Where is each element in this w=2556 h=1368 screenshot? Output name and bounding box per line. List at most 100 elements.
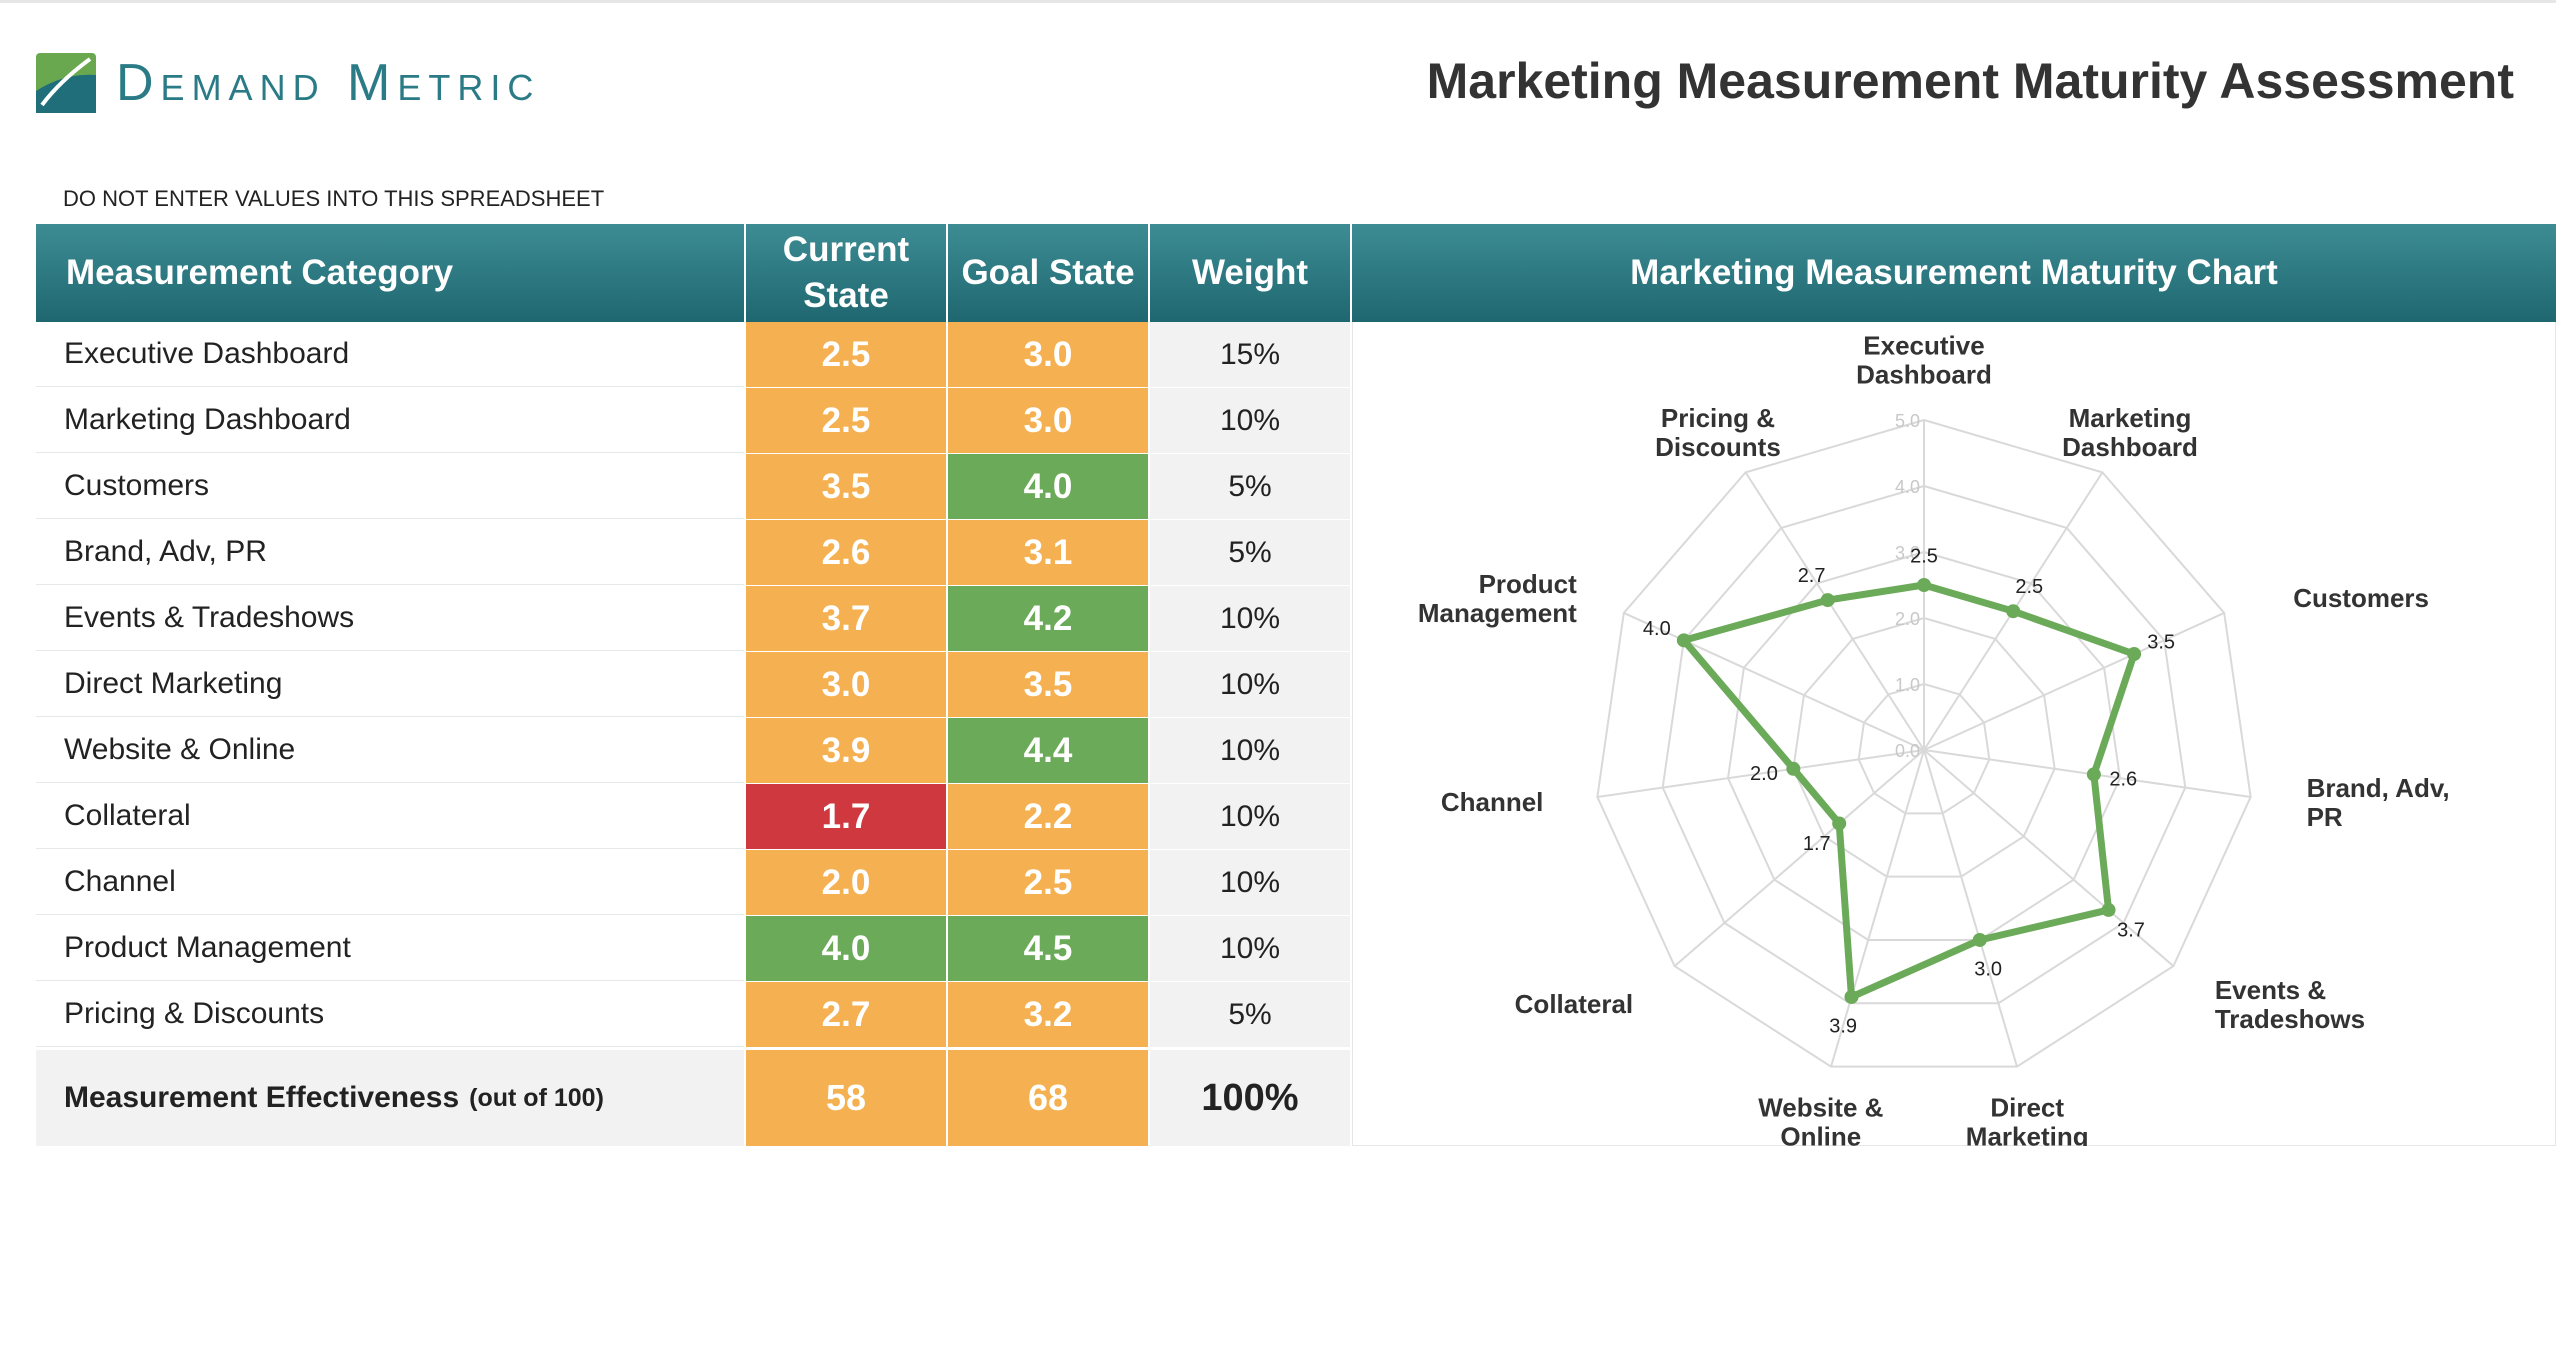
weight-value: 10% [1150, 388, 1350, 453]
data-value-label: 2.5 [2015, 576, 2043, 598]
data-point [2101, 902, 2116, 917]
goal-state-value: 3.0 [948, 322, 1148, 387]
top-border [0, 0, 2556, 3]
data-point [1832, 816, 1847, 831]
category-axis-label: Executive Dashboard [1856, 331, 1992, 390]
category-name: Executive Dashboard [36, 322, 744, 387]
table-row: Channel 2.0 2.5 10% [36, 850, 1352, 916]
current-state-value: 2.5 [746, 322, 946, 387]
goal-state-value: 3.2 [948, 982, 1148, 1047]
category-axis-label: Collateral [1515, 989, 1634, 1019]
axis-spoke [1830, 749, 1925, 1067]
data-point [2006, 604, 2021, 619]
current-state-value: 3.5 [746, 454, 946, 519]
category-name: Collateral [36, 784, 744, 849]
maturity-chart-panel: 0.0 1.0 2.0 3.0 4.0 5.0 Executive Dashboard Mark… [1352, 322, 2556, 1152]
grid-ring [1726, 550, 2122, 941]
goal-state-value: 3.1 [948, 520, 1148, 585]
table-row: Marketing Dashboard 2.5 3.0 10% [36, 388, 1352, 454]
header-divider [1148, 224, 1150, 322]
data-value-label: 4.0 [1643, 618, 1671, 640]
header-chart-title: Marketing Measurement Maturity Chart [1630, 253, 2278, 292]
weight-value: 10% [1150, 652, 1350, 717]
weight-value: 10% [1150, 586, 1350, 651]
total-weight: 100% [1150, 1050, 1350, 1146]
data-point [1972, 932, 1987, 947]
axis-spoke [1673, 749, 1925, 967]
category-axis-label: Direct Marketing [1966, 1092, 2089, 1146]
page-title: Marketing Measurement Maturity Assessmen… [1426, 53, 2514, 109]
axis-spoke [1597, 749, 1925, 798]
goal-state-value: 2.5 [948, 850, 1148, 915]
axis-spoke [1923, 749, 2175, 967]
weight-value: 10% [1150, 916, 1350, 981]
goal-state-value: 4.0 [948, 454, 1148, 519]
current-state-value: 3.7 [746, 586, 946, 651]
goal-state-value: 2.2 [948, 784, 1148, 849]
goal-state-value: 4.4 [948, 718, 1148, 783]
header-divider [744, 224, 746, 322]
current-state-value: 2.5 [746, 388, 946, 453]
grid-ring [1661, 484, 2187, 1005]
weight-value: 5% [1150, 520, 1350, 585]
category-name: Product Management [36, 916, 744, 981]
spreadsheet-notice: DO NOT ENTER VALUES INTO THIS SPREADSHEE… [63, 186, 605, 211]
radial-tick-label: 3.0 [1895, 543, 1920, 563]
category-name: Customers [36, 454, 744, 519]
category-axis-label: Marketing Dashboard [2062, 403, 2198, 462]
category-name: Direct Marketing [36, 652, 744, 717]
weight-value: 5% [1150, 982, 1350, 1047]
axis-spoke [1744, 471, 1925, 751]
grid-ring [1792, 616, 2056, 878]
category-name: Brand, Adv, PR [36, 520, 744, 585]
maturity-radar-chart: 0.0 1.0 2.0 3.0 4.0 5.0 Executive Dashboard Mark… [1418, 331, 2450, 1152]
data-point [1844, 989, 1859, 1004]
grid-ring [1857, 682, 1991, 815]
radial-tick-label: 5.0 [1895, 411, 1920, 431]
current-state-value: 3.0 [746, 652, 946, 717]
data-value-label: 3.0 [1974, 958, 2002, 980]
weight-value: 10% [1150, 784, 1350, 849]
logo: Demand Metric [34, 48, 540, 118]
table-row: Direct Marketing 3.0 3.5 10% [36, 652, 1352, 718]
weight-value: 15% [1150, 322, 1350, 387]
data-value-label: 2.7 [1798, 565, 1826, 587]
total-row: Measurement Effectiveness (out of 100) 5… [36, 1050, 1352, 1146]
data-value-label: 3.7 [2117, 919, 2145, 941]
axis-spoke [1923, 749, 2018, 1067]
data-point [1820, 593, 1835, 608]
current-state-value: 2.0 [746, 850, 946, 915]
table-row: Customers 3.5 4.0 5% [36, 454, 1352, 520]
logo-mark-icon [36, 53, 96, 113]
header-divider [1350, 224, 1352, 322]
data-point [1786, 761, 1801, 776]
total-label-cell: Measurement Effectiveness (out of 100) [36, 1050, 744, 1146]
total-label: Measurement Effectiveness [64, 1081, 460, 1114]
category-axis-label: Product Management [1418, 569, 1577, 628]
radial-tick-label: 1.0 [1895, 675, 1920, 695]
table-row: Product Management 4.0 4.5 10% [36, 916, 1352, 982]
header-measurement-category: Measurement Category [66, 253, 454, 292]
table-row: Brand, Adv, PR 2.6 3.1 5% [36, 520, 1352, 586]
category-axis-label: Events & Tradeshows [2215, 975, 2365, 1034]
weight-value: 5% [1150, 454, 1350, 519]
category-name: Website & Online [36, 718, 744, 783]
current-state-value: 2.6 [746, 520, 946, 585]
table-row: Events & Tradeshows 3.7 4.2 10% [36, 586, 1352, 652]
category-name: Events & Tradeshows [36, 586, 744, 651]
data-value-label: 3.9 [1829, 1015, 1857, 1037]
goal-state-value: 4.5 [948, 916, 1148, 981]
series-line [1680, 581, 2138, 1001]
category-name: Marketing Dashboard [36, 388, 744, 453]
category-axis-label: Website & Online [1758, 1092, 1883, 1146]
radial-tick-label: 2.0 [1895, 609, 1920, 629]
category-axis-label: Channel [1441, 787, 1544, 817]
radial-tick-label: 4.0 [1895, 477, 1920, 497]
total-goal-state: 68 [948, 1050, 1148, 1146]
category-axis-label: Pricing & Discounts [1655, 403, 1781, 462]
data-point [1917, 578, 1931, 592]
current-state-value: 1.7 [746, 784, 946, 849]
table-row: Pricing & Discounts 2.7 3.2 5% [36, 982, 1352, 1048]
data-point [2086, 767, 2101, 782]
category-name: Pricing & Discounts [36, 982, 744, 1047]
